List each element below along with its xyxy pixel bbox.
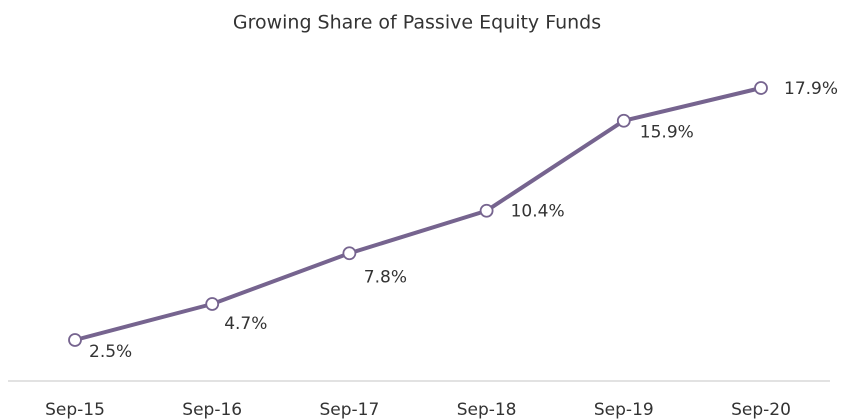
x-tick-label: Sep-19: [594, 400, 654, 419]
x-tick-label: Sep-17: [319, 400, 379, 419]
data-label: 10.4%: [511, 202, 565, 222]
data-label: 2.5%: [89, 342, 132, 362]
data-label: 15.9%: [640, 123, 694, 143]
marker: [616, 113, 631, 128]
data-label: 7.8%: [364, 267, 407, 287]
data-label: 4.7%: [224, 314, 267, 334]
marker: [205, 297, 220, 311]
x-tick-label: Sep-16: [182, 400, 242, 419]
x-tick-label: Sep-18: [457, 400, 517, 419]
marker: [754, 81, 768, 95]
marker: [68, 333, 82, 347]
line: [74, 86, 762, 342]
chart-title: Growing Share of Passive Equity Funds: [233, 12, 601, 34]
x-tick-label: Sep-20: [731, 400, 791, 419]
marker: [342, 246, 357, 261]
x-tick-label: Sep-15: [45, 400, 105, 419]
data-label: 17.9%: [784, 79, 838, 99]
marker: [479, 203, 494, 218]
